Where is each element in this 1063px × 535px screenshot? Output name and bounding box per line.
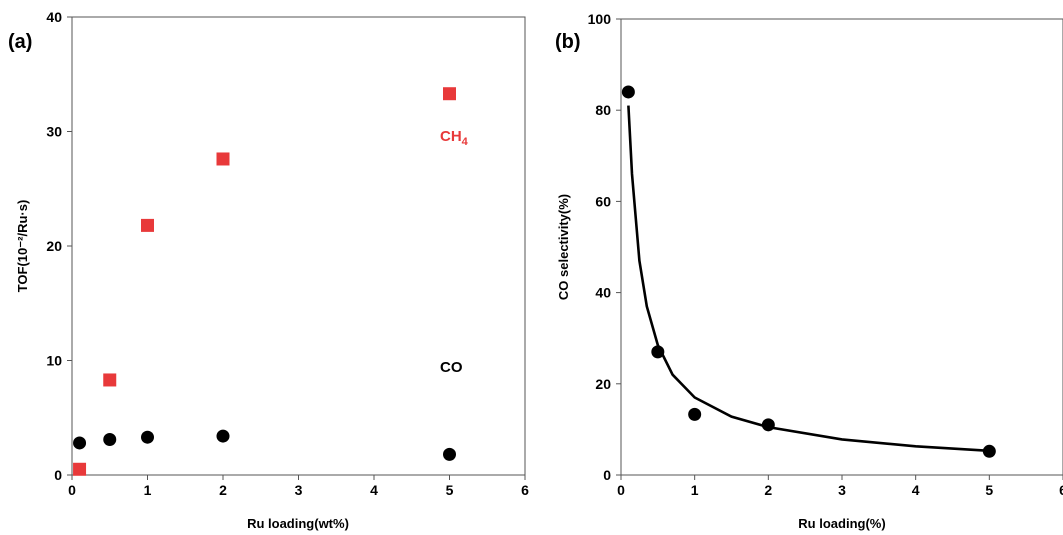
data-point-circle [761, 418, 775, 432]
series-label-ch4-subscript: 4 [462, 136, 469, 148]
ticks-a: 0 1 2 3 4 5 6 0 10 20 30 40 [46, 9, 529, 498]
data-point-circle [688, 407, 702, 421]
x-tick-label-a: 2 [219, 482, 227, 498]
x-tick-label-a: 1 [144, 482, 152, 498]
x-tick-label-a: 0 [68, 482, 76, 498]
y-tick-label-b: 40 [595, 285, 611, 301]
x-tick-label-b: 3 [838, 482, 846, 498]
chart-panel-a: (a) Ru loading(wt%) TOF(10⁻²/Ru·s) 0 1 2 3 4… [8, 9, 529, 531]
data-point-circle [621, 85, 635, 99]
data-point-circle [651, 345, 665, 359]
x-axis-label-b: Ru loading(%) [798, 516, 885, 531]
x-tick-label-a: 4 [370, 482, 378, 498]
data-point-circle [141, 430, 154, 444]
y-tick-label-a: 20 [46, 238, 62, 254]
data-point-circle [73, 436, 87, 450]
y-axis-label-b: CO selectivity(%) [556, 194, 571, 300]
marks-a [73, 87, 456, 476]
data-point-square [103, 373, 117, 387]
x-tick-label-b: 6 [1059, 482, 1063, 498]
y-tick-label-b: 80 [595, 102, 611, 118]
y-tick-label-a: 10 [46, 353, 62, 369]
data-point-square [216, 152, 230, 166]
data-point-circle [216, 429, 230, 443]
y-tick-label-b: 0 [603, 467, 611, 483]
marks-b [621, 85, 996, 458]
x-tick-label-a: 5 [446, 482, 454, 498]
data-point-square [73, 462, 87, 476]
y-tick-label-b: 100 [588, 11, 612, 27]
x-tick-label-b: 5 [985, 482, 993, 498]
y-axis-label-a: TOF(10⁻²/Ru·s) [15, 200, 30, 293]
y-tick-label-b: 60 [595, 193, 611, 209]
x-tick-label-a: 3 [295, 482, 303, 498]
x-tick-label-b: 0 [617, 482, 625, 498]
x-tick-label-b: 1 [691, 482, 699, 498]
y-tick-label-b: 20 [595, 376, 611, 392]
series-label-co: CO [440, 359, 463, 376]
x-tick-label-a: 6 [521, 482, 529, 498]
y-tick-label-a: 0 [54, 467, 62, 483]
data-point-square [443, 87, 456, 101]
panel-label-a: (a) [8, 31, 32, 53]
x-tick-label-b: 2 [764, 482, 772, 498]
x-tick-label-b: 4 [912, 482, 920, 498]
chart-panel-b: (b) Ru loading(%) CO selectivity(%) 0 1 2 3… [555, 11, 1063, 531]
panel-label-b: (b) [555, 31, 581, 53]
y-tick-label-a: 40 [46, 9, 62, 25]
series-label-ch4: CH4 [440, 128, 469, 148]
ticks-b: 0123456020406080100 [588, 11, 1063, 498]
x-axis-label-a: Ru loading(wt%) [247, 516, 349, 531]
data-point-square [141, 218, 154, 232]
data-point-circle [443, 447, 456, 461]
plot-frame-b [620, 18, 1063, 476]
y-tick-label-a: 30 [46, 124, 62, 140]
data-point-circle [103, 433, 117, 447]
plot-frame-a [71, 16, 526, 476]
series-label-ch4-main: CH [440, 128, 462, 145]
data-point-circle [982, 444, 996, 458]
fit-curve [627, 105, 990, 453]
